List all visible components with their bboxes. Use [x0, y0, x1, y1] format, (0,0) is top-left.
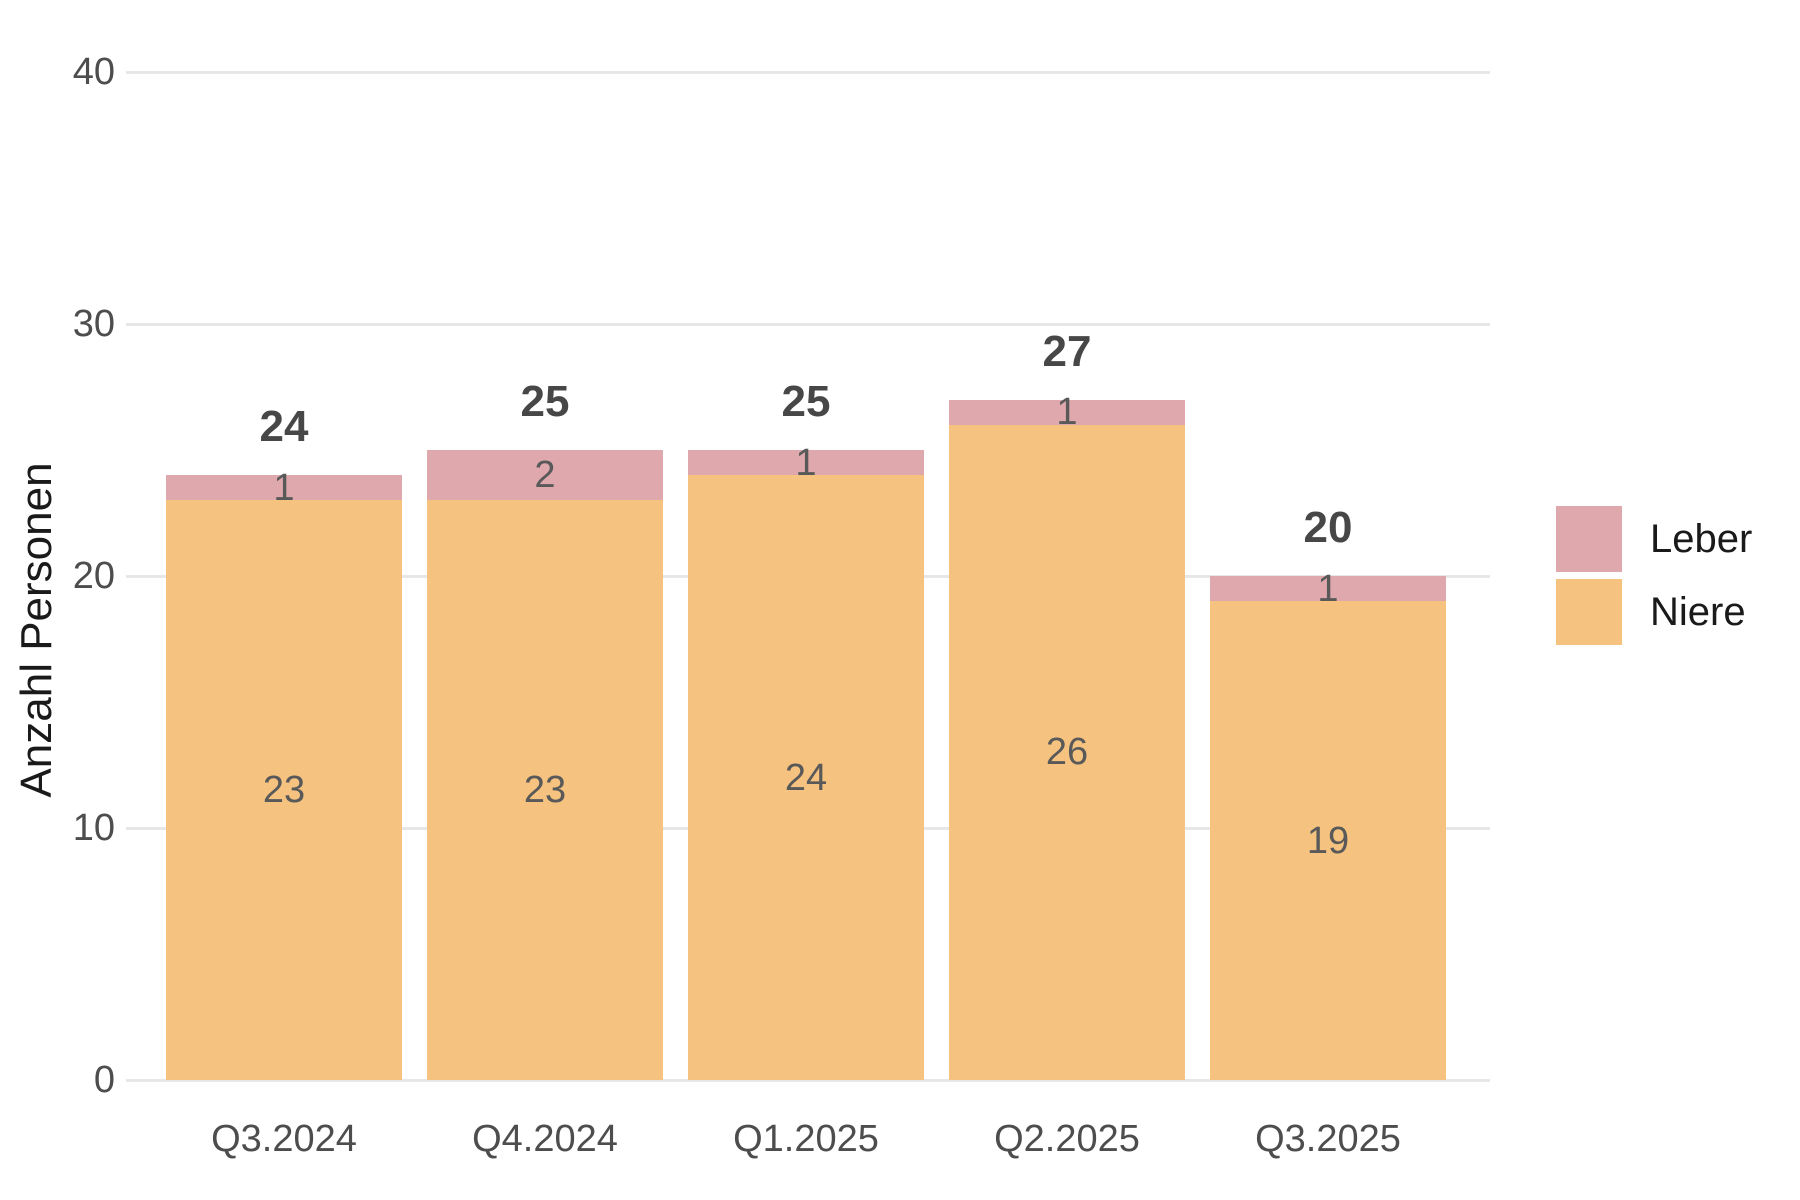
niere-value-label-Q3.2025: 19	[1306, 819, 1350, 862]
legend-swatch-leber	[1556, 506, 1622, 572]
gridline-y-40	[126, 70, 1490, 74]
x-tick-label-Q4.2024: Q4.2024	[472, 1118, 618, 1160]
niere-value-label-Q2.2025: 26	[1045, 731, 1089, 774]
legend: Leber Niere	[1556, 506, 1752, 652]
gridline-y-0	[126, 1078, 1490, 1082]
legend-swatch-niere	[1556, 579, 1622, 645]
leber-value-label-Q3.2025: 1	[1317, 567, 1339, 610]
niere-value-label-Q4.2024: 23	[523, 769, 567, 812]
total-label-Q2.2025: 27	[1042, 326, 1092, 376]
legend-item-niere: Niere	[1556, 579, 1752, 645]
bar-segment-leber-Q1.2025	[688, 450, 924, 476]
leber-value-label-Q2.2025: 1	[1056, 391, 1078, 434]
gridline-y-30	[126, 322, 1490, 326]
total-label-Q3.2024: 24	[259, 402, 309, 452]
y-tick-label-30: 30	[72, 303, 115, 345]
bar-segment-niere-Q1.2025	[688, 475, 924, 1080]
x-tick-label-Q3.2025: Q3.2025	[1255, 1118, 1401, 1160]
leber-value-label-Q1.2025: 1	[795, 441, 817, 484]
leber-value-label-Q4.2024: 2	[534, 454, 556, 497]
y-tick-label-0: 0	[93, 1059, 115, 1101]
bar-segment-leber-Q2.2025	[949, 399, 1185, 425]
bar-segment-leber-Q3.2024	[166, 475, 402, 501]
total-label-Q1.2025: 25	[781, 377, 831, 426]
x-tick-label-Q2.2025: Q2.2025	[994, 1118, 1140, 1160]
legend-label-niere: Niere	[1650, 589, 1746, 634]
niere-value-label-Q3.2024: 23	[262, 769, 306, 812]
total-label-Q4.2024: 25	[520, 377, 570, 426]
bar-segment-leber-Q3.2025	[1210, 576, 1446, 602]
leber-value-label-Q3.2024: 1	[273, 466, 295, 509]
x-tick-label-Q3.2024: Q3.2024	[211, 1118, 357, 1160]
x-tick-label-Q1.2025: Q1.2025	[733, 1118, 879, 1160]
y-tick-label-20: 20	[72, 555, 115, 597]
bar-segment-niere-Q3.2024	[166, 500, 402, 1080]
bar-segment-leber-Q4.2024	[427, 450, 663, 501]
bar-segment-niere-Q2.2025	[949, 424, 1185, 1080]
bar-segment-niere-Q4.2024	[427, 500, 663, 1080]
y-tick-label-10: 10	[72, 807, 115, 849]
legend-item-leber: Leber	[1556, 506, 1752, 572]
y-tick-label-40: 40	[72, 51, 115, 93]
bar-segment-niere-Q3.2025	[1210, 601, 1446, 1080]
total-label-Q3.2025: 20	[1303, 503, 1353, 552]
niere-value-label-Q1.2025: 24	[784, 756, 828, 799]
legend-label-leber: Leber	[1650, 516, 1753, 561]
